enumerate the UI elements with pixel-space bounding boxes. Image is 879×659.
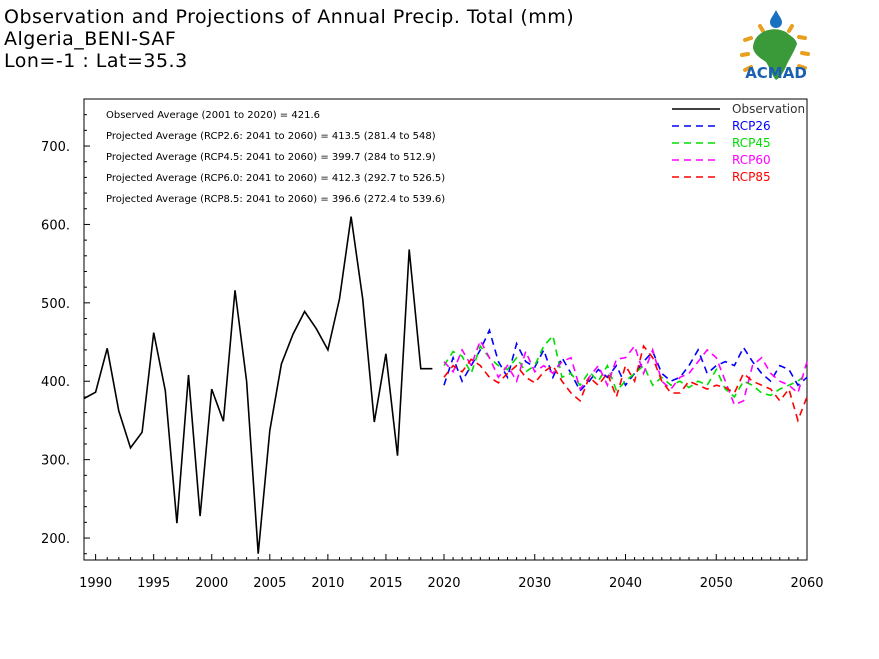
- axis-ticks: [83, 98, 808, 560]
- series-line-rcp26: [443, 328, 808, 393]
- x-tick-label: 2040: [609, 576, 642, 591]
- y-tick-label: 700.: [41, 140, 70, 155]
- acmad-sun-rays: [740, 24, 810, 72]
- y-axis-labels: 200. 300. 400. 500. 600. 700.: [41, 140, 70, 547]
- plot-frame: [83, 98, 808, 561]
- legend-label-rcp45: RCP45: [732, 136, 771, 150]
- stats-rcp85: Projected Average (RCP8.5: 2041 to 2060)…: [106, 194, 445, 205]
- x-axis-labels: 1990 1995 2000 2005 2010 2015 2020 2030 2040 2050…: [79, 576, 823, 591]
- water-drop-icon: [770, 10, 782, 28]
- x-tick-label: 2000: [195, 576, 228, 591]
- station-name: Algeria_BENI-SAF: [4, 28, 177, 50]
- y-tick-label: 300.: [41, 454, 70, 469]
- x-tick-label: 2050: [700, 576, 733, 591]
- stats-rcp26: Projected Average (RCP2.6: 2041 to 2060)…: [106, 131, 436, 142]
- acmad-logo-text: ACMAD: [745, 64, 807, 82]
- y-tick-label: 600.: [41, 218, 70, 233]
- chart-title: Observation and Projections of Annual Pr…: [4, 6, 575, 28]
- series-line-observation: [83, 216, 433, 554]
- stats-observed: Observed Average (2001 to 2020) = 421.6: [106, 110, 320, 121]
- x-tick-label: 2060: [790, 576, 823, 591]
- legend-label-observation: Observation: [732, 102, 805, 116]
- x-tick-label: 1990: [79, 576, 112, 591]
- x-tick-label: 2015: [369, 576, 402, 591]
- y-tick-label: 200.: [41, 532, 70, 547]
- x-tick-label: 2005: [253, 576, 286, 591]
- stats-rcp45: Projected Average (RCP4.5: 2041 to 2060)…: [106, 152, 436, 163]
- station-coordinates: Lon=-1 : Lat=35.3: [4, 50, 188, 72]
- series-line-rcp85: [443, 344, 808, 423]
- legend-label-rcp85: RCP85: [732, 170, 771, 184]
- y-tick-label: 500.: [41, 297, 70, 312]
- series-line-rcp60: [443, 338, 808, 406]
- series-layer: [83, 216, 808, 554]
- x-tick-label: 2010: [311, 576, 344, 591]
- x-tick-label: 2030: [518, 576, 551, 591]
- stats-box: Observed Average (2001 to 2020) = 421.6 …: [106, 110, 445, 205]
- x-tick-label: 1995: [137, 576, 170, 591]
- africa-shape-icon: [753, 29, 797, 80]
- chart-title-block: Observation and Projections of Annual Pr…: [4, 6, 574, 72]
- legend-label-rcp60: RCP60: [732, 153, 771, 167]
- x-tick-label: 2020: [427, 576, 460, 591]
- y-tick-label: 400.: [41, 375, 70, 390]
- stats-rcp60: Projected Average (RCP6.0: 2041 to 2060)…: [106, 173, 445, 184]
- legend-label-rcp26: RCP26: [732, 119, 771, 133]
- acmad-logo: ACMAD: [740, 10, 810, 82]
- legend: Observation RCP26 RCP45 RCP60 RCP85: [672, 102, 805, 184]
